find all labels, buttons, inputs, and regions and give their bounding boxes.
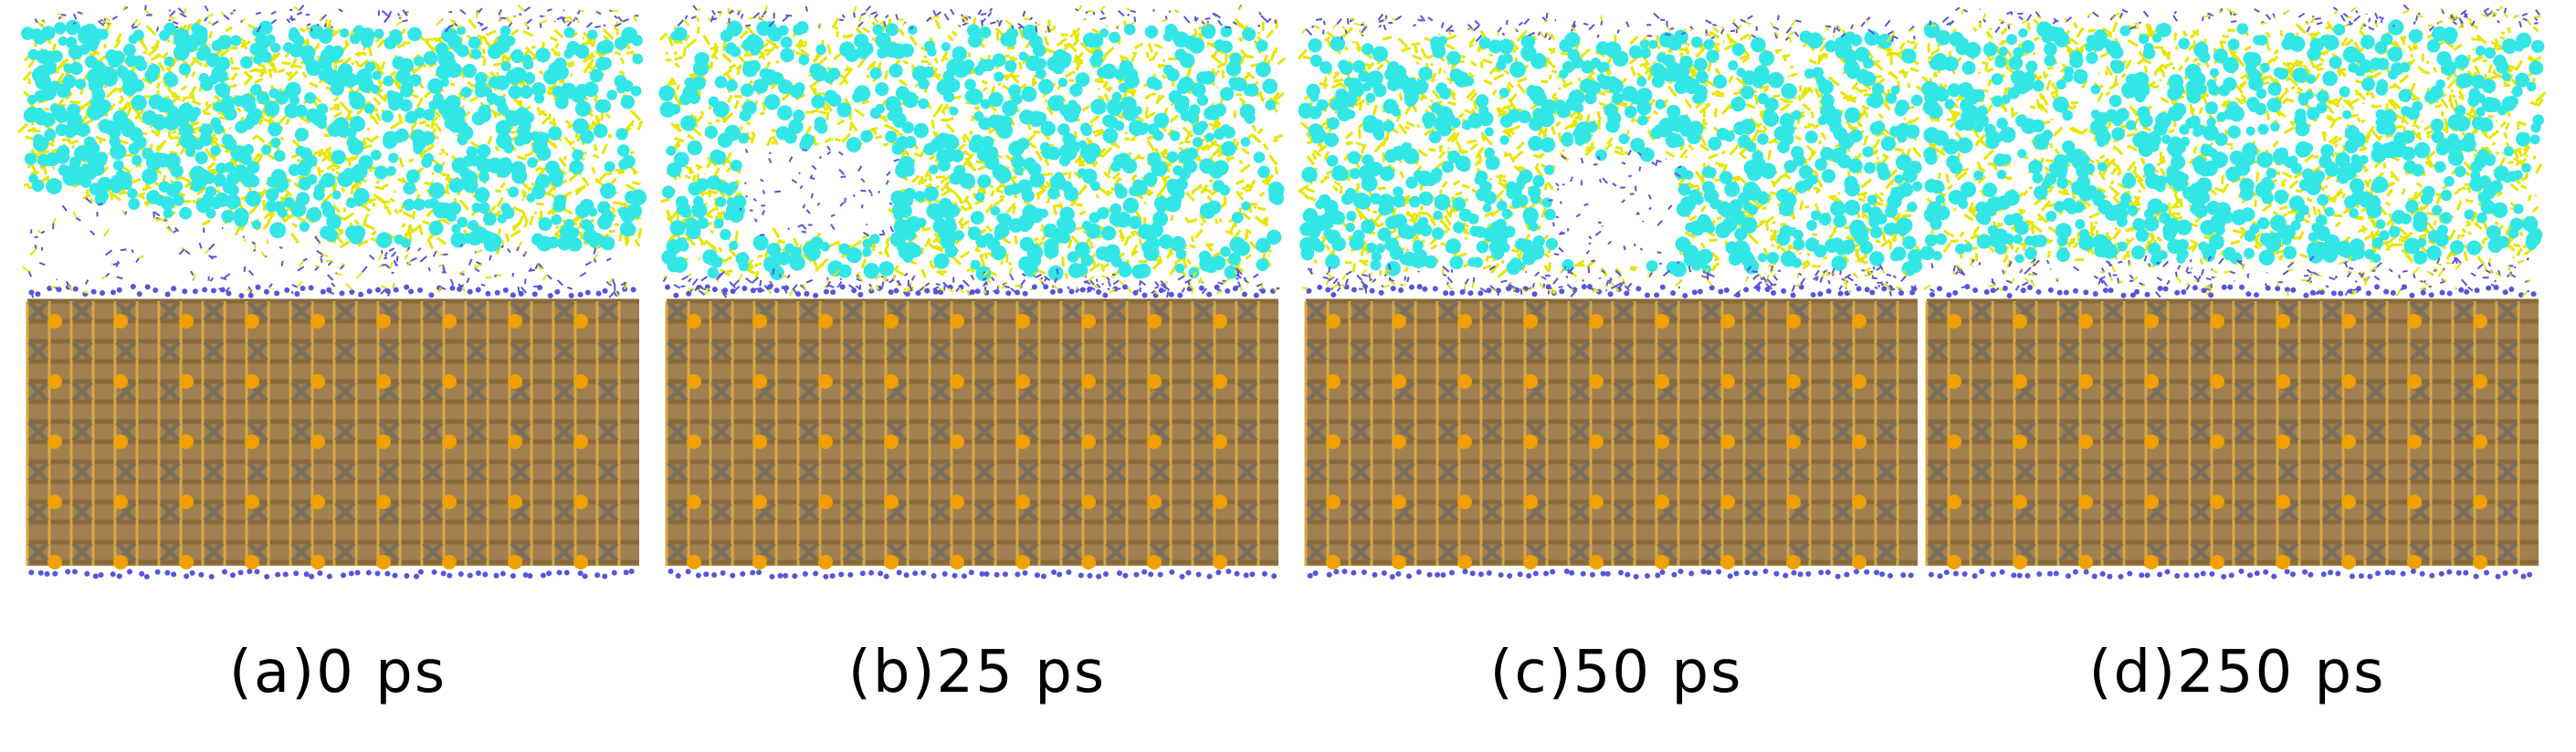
simulation-snapshot-b xyxy=(658,5,1287,580)
panel-b: (b)25 ps xyxy=(657,0,1297,752)
simulation-snapshot-a xyxy=(18,5,647,580)
panel-d: (d)250 ps xyxy=(1918,0,2557,752)
caption-a: (a)0 ps xyxy=(228,639,447,706)
simulation-snapshot-c xyxy=(1297,12,1926,580)
panel-c: (c)50 ps xyxy=(1297,0,1936,752)
caption-c: (c)50 ps xyxy=(1489,639,1743,706)
caption-b: (b)25 ps xyxy=(847,639,1107,706)
panel-a: (a)0 ps xyxy=(18,0,657,752)
caption-d: (d)250 ps xyxy=(2088,639,2386,706)
simulation-snapshot-d xyxy=(1919,4,2547,580)
